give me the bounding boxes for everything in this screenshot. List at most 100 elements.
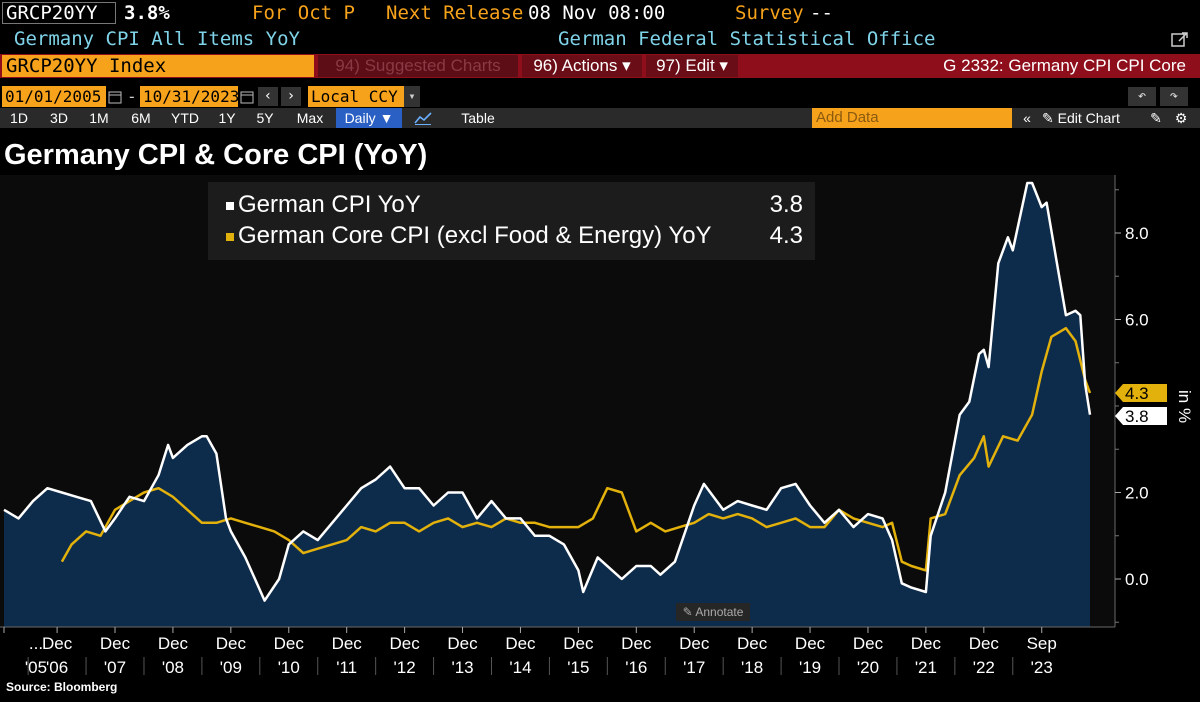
security-subtitle-row: Germany CPI All Items YoY German Federal… xyxy=(0,27,1200,51)
x-tick-year-label: '14 xyxy=(509,658,531,677)
x-tick-month-label: Dec xyxy=(911,634,942,653)
cpi-line xyxy=(3,181,1092,602)
line-chart-icon xyxy=(414,112,432,125)
suggested-charts-button[interactable]: 94) Suggested Charts xyxy=(318,55,518,77)
core-last-value-tag-text: 4.3 xyxy=(1125,384,1149,403)
date-range-row: 01/01/2005 - 10/31/2023 ‹ › Local CCY ▾ … xyxy=(0,86,1200,108)
start-date-calendar-icon[interactable] xyxy=(108,89,122,104)
x-tick-month-label: Dec xyxy=(563,634,594,653)
frequency-select[interactable]: Daily ▼ xyxy=(336,108,402,128)
start-date-field[interactable]: 01/01/2005 xyxy=(2,86,106,107)
y-tick-label: 2.0 xyxy=(1125,484,1149,503)
x-tick-year-label: '22 xyxy=(973,658,995,677)
chart-settings-button[interactable]: ✎ xyxy=(1146,108,1166,128)
x-tick-year-label: '23 xyxy=(1031,658,1053,677)
table-view-button[interactable]: Table xyxy=(461,110,495,126)
period-3d-button[interactable]: 3D xyxy=(50,110,68,126)
x-tick-year-label: '15 xyxy=(567,658,589,677)
x-tick-month-label: Dec xyxy=(795,634,826,653)
start-date-text: 01/01/2005 xyxy=(5,87,102,106)
period-6m-button[interactable]: 6M xyxy=(131,110,151,126)
period-1y-button[interactable]: 1Y xyxy=(218,110,236,126)
chart-name: G 2332: Germany CPI CPI Core xyxy=(943,56,1186,75)
legend-value-core: 4.3 xyxy=(769,222,803,249)
prev-period-button[interactable]: ‹ xyxy=(258,87,278,106)
source-organization: German Federal Statistical Office xyxy=(558,28,936,50)
add-data-input[interactable]: Add Data xyxy=(812,108,1012,128)
period-5y-button[interactable]: 5Y xyxy=(256,110,274,126)
core-last-value-tag: 4.3 xyxy=(1115,384,1167,403)
x-tick-month-label: Dec xyxy=(389,634,420,653)
period-1d-button[interactable]: 1D xyxy=(10,110,28,126)
x-tick-year-label: '17 xyxy=(683,658,705,677)
x-tick-month-label: Dec xyxy=(969,634,1000,653)
legend-value-cpi: 3.8 xyxy=(769,191,803,218)
currency-dropdown-arrow[interactable]: ▾ xyxy=(404,86,420,107)
source-note: Source: Bloomberg xyxy=(6,680,118,694)
x-tick-year-label: '13 xyxy=(451,658,473,677)
right-axis-unit-label: in % xyxy=(1175,390,1194,424)
double-chevron-left-icon: « xyxy=(1023,110,1031,126)
edit-chart-label: Edit Chart xyxy=(1057,110,1120,126)
chart-options-button[interactable]: ⚙ xyxy=(1170,108,1192,128)
settings-pencil-icon: ✎ xyxy=(1150,110,1162,126)
x-tick-year-label: '09 xyxy=(220,658,242,677)
for-period: For Oct P xyxy=(252,2,355,24)
redo-button[interactable]: ↷ xyxy=(1160,87,1188,106)
security-field[interactable]: GRCP20YY Index xyxy=(2,55,314,77)
period-1m-button[interactable]: 1M xyxy=(89,110,109,126)
x-tick-month-label: Dec xyxy=(332,634,363,653)
period-max-button[interactable]: Max xyxy=(296,110,324,126)
annotate-button[interactable]: ✎ Annotate xyxy=(676,603,750,621)
period-ytd-button[interactable]: YTD xyxy=(171,110,199,126)
ticker-symbol: GRCP20YY xyxy=(6,2,98,24)
chart-type-button[interactable] xyxy=(408,108,438,128)
function-toolbar: GRCP20YY Index 94) Suggested Charts 96) … xyxy=(0,54,1200,78)
annotate-label: Annotate xyxy=(695,605,744,619)
y-tick-label: 8.0 xyxy=(1125,224,1149,243)
add-data-placeholder: Add Data xyxy=(816,109,879,126)
x-tick-month-label: Dec xyxy=(679,634,710,653)
pencil-icon: ✎ xyxy=(1042,110,1054,126)
currency-select[interactable]: Local CCY xyxy=(308,86,404,107)
x-tick-year-label: '06 xyxy=(46,658,68,677)
survey-label: Survey xyxy=(735,2,804,24)
legend-label-cpi: German CPI YoY xyxy=(238,191,421,218)
next-release-label: Next Release xyxy=(386,2,524,24)
redo-icon: ↷ xyxy=(1169,88,1179,104)
x-tick-month-label: ... xyxy=(29,634,43,653)
end-date-field[interactable]: 10/31/2023 xyxy=(140,86,238,107)
collapse-button[interactable]: « xyxy=(1016,108,1038,128)
x-tick-month-label: Dec xyxy=(737,634,768,653)
next-release-value: 08 Nov 08:00 xyxy=(528,2,666,24)
edit-menu-button[interactable]: 97) Edit ▾ xyxy=(646,55,738,77)
edit-chart-button[interactable]: ✎ Edit Chart xyxy=(1042,108,1142,128)
core-cpi-line xyxy=(60,326,1092,572)
next-period-button[interactable]: › xyxy=(281,87,301,106)
x-tick-month-label: Dec xyxy=(505,634,536,653)
x-tick-month-label: Dec xyxy=(447,634,478,653)
x-tick-year-label: '16 xyxy=(625,658,647,677)
x-tick-year-label: '07 xyxy=(104,658,126,677)
undo-button[interactable]: ↶ xyxy=(1128,87,1156,106)
ticker-input-box[interactable] xyxy=(2,2,116,24)
x-tick-year-label: '10 xyxy=(278,658,300,677)
chevron-left-icon: ‹ xyxy=(263,88,273,104)
x-tick-month-label: Dec xyxy=(274,634,305,653)
end-date-calendar-icon[interactable] xyxy=(240,89,254,104)
popout-window-icon[interactable] xyxy=(1170,30,1190,50)
chevron-down-icon: ▾ xyxy=(408,89,416,103)
cpi-last-value-tag-text: 3.8 xyxy=(1125,407,1149,426)
x-tick-month-label: Dec xyxy=(158,634,189,653)
currency-select-text: Local CCY xyxy=(311,87,398,106)
date-separator: - xyxy=(127,87,137,106)
last-value: 3.8% xyxy=(124,2,170,24)
suggested-charts-label: 94) Suggested Charts xyxy=(335,56,501,75)
chart-legend: German CPI YoY 3.8 German Core CPI (excl… xyxy=(208,182,815,260)
chart-title: Germany CPI & Core CPI (YoY) xyxy=(4,139,428,171)
x-tick-month-label: Dec xyxy=(621,634,652,653)
y-tick-label: 6.0 xyxy=(1125,311,1149,330)
y-tick-label: 0.0 xyxy=(1125,570,1149,589)
actions-menu-button[interactable]: 96) Actions ▾ xyxy=(522,55,642,77)
annotate-pencil-icon: ✎ xyxy=(682,605,693,619)
